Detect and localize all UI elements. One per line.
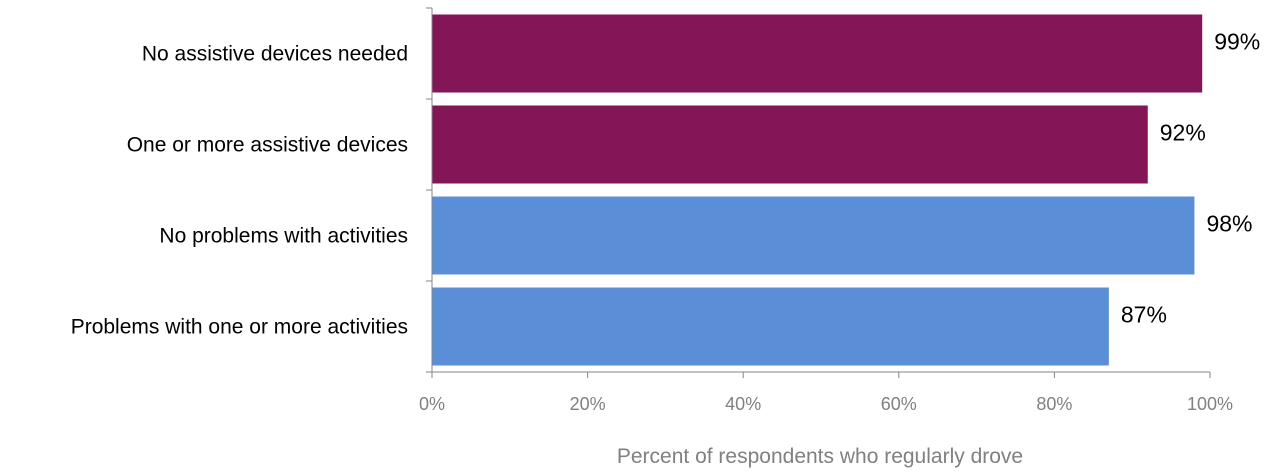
category-label: No assistive devices needed [142,43,408,66]
x-tick-label: 100% [1187,394,1233,414]
bars-layer [432,14,1203,366]
x-tick-label: 0% [419,394,445,414]
x-axis-title: Percent of respondents who regularly dro… [617,445,1023,468]
category-label: No problems with activities [159,225,408,248]
data-label: 98% [1206,211,1252,237]
x-tick-label: 40% [725,394,761,414]
data-label: 92% [1160,120,1206,146]
bar-0 [432,14,1203,93]
x-tick-label: 80% [1036,394,1072,414]
bar-2 [432,196,1195,275]
data-label: 99% [1214,29,1260,55]
axes-layer [426,7,1211,378]
category-label: Problems with one or more activities [71,316,408,339]
data-label: 87% [1121,302,1167,328]
x-tick-label: 20% [570,394,606,414]
bar-3 [432,287,1109,366]
bar-1 [432,105,1148,184]
x-tick-label: 60% [881,394,917,414]
labels-layer: No assistive devices needed 99% One or mor… [71,29,1261,415]
category-label: One or more assistive devices [127,134,408,157]
